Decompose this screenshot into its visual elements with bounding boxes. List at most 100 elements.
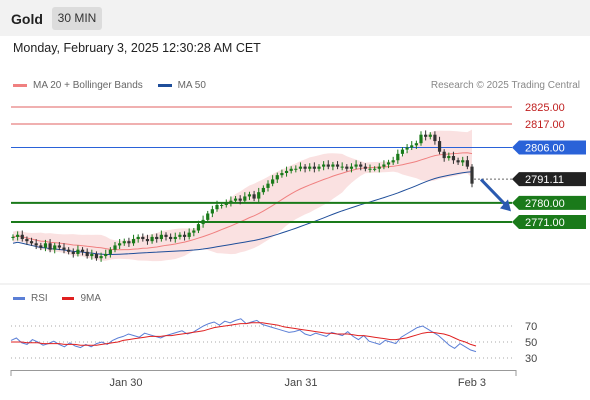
candle [349, 166, 354, 169]
candle [62, 247, 66, 250]
ma50-line [12, 171, 473, 256]
copyright-text: Research © 2025 Trading Central [430, 80, 580, 91]
x-tick-jan31: Jan 31 [284, 377, 317, 389]
candle [400, 149, 405, 154]
candle [405, 147, 409, 150]
moving-average-layer [12, 152, 473, 256]
x-tick-feb3: Feb 3 [458, 377, 486, 389]
candle [428, 134, 432, 137]
level-tag-2791.11 [512, 172, 586, 187]
candle [247, 194, 252, 197]
candle [20, 234, 24, 240]
candle [322, 164, 326, 167]
forecast-arrow-shaft [479, 178, 509, 208]
candle [192, 230, 196, 233]
rsi-tick-label: 30 [525, 353, 537, 365]
ma50-label: MA 50 [177, 80, 206, 91]
candle [169, 236, 173, 240]
candle [53, 245, 57, 250]
candle [224, 202, 228, 205]
legend-item-9ma: 9MA [62, 293, 101, 304]
candle [48, 243, 52, 250]
legend-item-rsi: RSI [13, 293, 48, 304]
candle [206, 213, 210, 220]
bollinger-layer [13, 129, 472, 262]
candle [317, 166, 321, 169]
x-tick-jan30: Jan 30 [109, 377, 142, 389]
candle [108, 249, 112, 254]
level-label-2825.00: 2825.00 [525, 102, 565, 114]
rsi-layer: 70 50 30 [10, 318, 537, 365]
candle [294, 168, 298, 170]
candle [354, 164, 358, 167]
candle [155, 236, 159, 240]
candle [104, 253, 108, 257]
candle [67, 249, 71, 252]
level-label-2817.00: 2817.00 [525, 119, 565, 131]
candle [451, 155, 456, 161]
symbol-title: Gold [11, 11, 43, 27]
candle [238, 198, 242, 201]
candle [284, 170, 289, 174]
price-legend: MA 20 + Bollinger Bands MA 50 [13, 80, 218, 94]
candle [141, 236, 145, 240]
candle [461, 160, 465, 163]
candle [261, 187, 265, 193]
candle [363, 166, 367, 169]
candle [252, 194, 256, 199]
level-label-2780.00: 2780.00 [525, 198, 565, 210]
candle [164, 234, 168, 237]
timeframe-button[interactable]: 30 MIN [52, 7, 102, 30]
candle [25, 239, 29, 242]
candle [447, 155, 451, 159]
x-axis-line [11, 370, 516, 371]
candle [465, 160, 469, 167]
rsi-label: RSI [31, 293, 48, 304]
ma9-label: 9MA [80, 293, 102, 304]
candle [173, 236, 177, 240]
candle [85, 251, 89, 257]
rsi-9ma-line [11, 322, 477, 347]
header-bar: Gold 30 MIN [0, 0, 590, 36]
timestamp: Monday, February 3, 2025 12:30:28 AM CET [13, 41, 261, 55]
candle [39, 245, 43, 248]
candle [76, 249, 80, 254]
candle [359, 164, 363, 167]
candle [90, 253, 94, 257]
candle [71, 251, 75, 254]
candle [150, 236, 154, 242]
ma20-swatch [13, 83, 27, 87]
candle [377, 166, 381, 169]
candle [220, 204, 224, 206]
candles-layer [11, 130, 511, 262]
candle [113, 245, 117, 250]
candle [326, 164, 330, 167]
candle [275, 175, 279, 180]
candle [187, 232, 191, 237]
candle [433, 134, 437, 142]
candle [442, 151, 446, 159]
candle [131, 239, 136, 244]
candle [159, 234, 163, 240]
candle [196, 224, 201, 231]
candle [331, 164, 335, 167]
candle [340, 166, 344, 168]
candle [289, 168, 293, 171]
candle [136, 236, 140, 240]
candle [57, 245, 61, 248]
candle [386, 162, 391, 165]
level-label-2771.00: 2771.00 [525, 217, 565, 229]
candle [233, 198, 238, 201]
ma20-line [12, 152, 473, 251]
candle [382, 164, 386, 167]
candle [145, 239, 150, 242]
candle [118, 243, 122, 246]
rsi-tick-label: 50 [525, 337, 537, 349]
candle [215, 204, 219, 210]
candle [34, 243, 38, 246]
legend-item-ma50: MA 50 [157, 80, 206, 91]
candle [182, 234, 187, 237]
candle [229, 200, 233, 203]
candle [345, 166, 349, 169]
